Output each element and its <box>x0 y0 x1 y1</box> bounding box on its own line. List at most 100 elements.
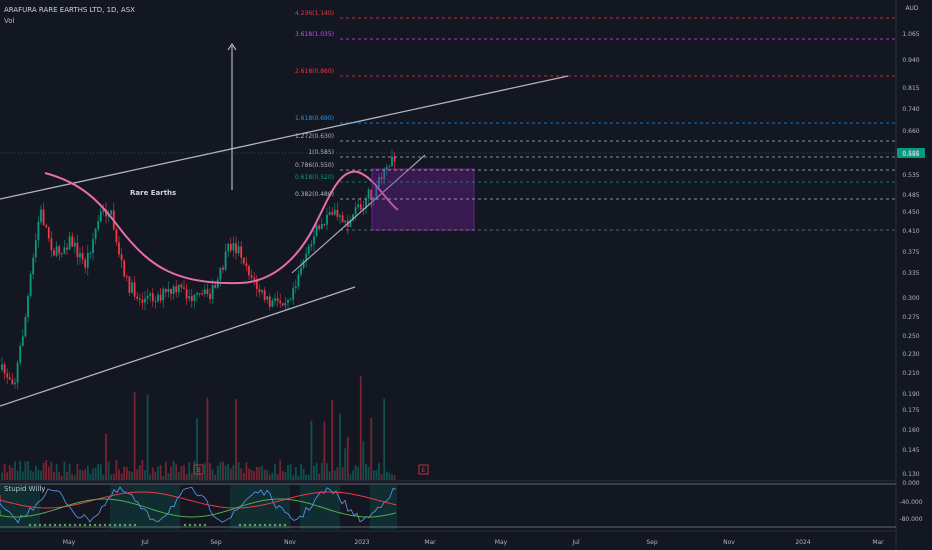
candle-body <box>240 246 243 258</box>
volume-bar <box>151 467 154 480</box>
volume-bar <box>34 465 37 480</box>
indicator-pane <box>0 483 896 529</box>
volume-bar <box>294 466 297 480</box>
candle-body <box>245 263 248 267</box>
volume-bar <box>133 392 136 480</box>
volume-bar <box>183 464 185 480</box>
candle-body <box>380 177 383 180</box>
candle-body <box>34 240 37 258</box>
candle-body <box>188 296 191 299</box>
candle-body <box>289 299 292 301</box>
volume-bar <box>276 474 279 480</box>
candle-body <box>370 189 373 200</box>
candle-body <box>149 293 152 296</box>
volume-bar <box>349 474 352 480</box>
candle-body <box>118 242 120 255</box>
candle-body <box>42 209 45 225</box>
volume-bar <box>125 467 128 480</box>
candle-body <box>222 267 224 270</box>
candle-body <box>105 209 107 217</box>
volume-bar <box>3 463 6 480</box>
candle-body <box>89 252 92 254</box>
candle-body <box>79 253 81 258</box>
volume-bar <box>99 464 102 480</box>
volume-bar <box>84 469 87 480</box>
volume-bar <box>118 469 120 480</box>
volume-bar <box>144 470 146 480</box>
price-axis-panel[interactable] <box>896 0 932 550</box>
candle-body <box>29 274 32 297</box>
volume-bar <box>393 475 396 480</box>
candle-body <box>339 215 341 217</box>
currency-label: AUD <box>905 5 918 12</box>
cup-and-handle-curve[interactable] <box>44 170 399 285</box>
candle-body <box>94 228 97 240</box>
candle-body <box>279 301 282 304</box>
volume-bar <box>94 467 97 480</box>
volume-bar <box>237 462 240 480</box>
volume-bar <box>131 472 133 480</box>
volume-bar <box>128 470 131 480</box>
candle-body <box>253 277 256 280</box>
candle-body <box>154 301 157 303</box>
volume-bar <box>37 469 40 480</box>
candle-body <box>203 289 206 294</box>
time-axis-ticks: May Jul Sep Nov 2023 Mar May Jul Sep Nov 2024 Mar <box>63 539 884 546</box>
volume-bar <box>344 448 347 480</box>
candle-body <box>367 189 370 199</box>
candle-body <box>151 293 154 302</box>
volume-bar <box>354 465 357 480</box>
volume-bar <box>253 471 256 480</box>
volume-bar <box>326 463 328 480</box>
candle-body <box>248 266 250 276</box>
candle-body <box>40 209 42 222</box>
time-tick-label: May <box>63 539 76 546</box>
indicator-signal-dot <box>283 523 287 527</box>
candle-body <box>393 156 396 162</box>
candle-body <box>388 166 391 168</box>
indicator-signal-dot <box>38 523 42 527</box>
wedge-support-line[interactable] <box>291 154 426 274</box>
volume-bar <box>224 465 227 480</box>
candle-body <box>136 296 139 299</box>
candle-body <box>242 257 245 264</box>
candle-body <box>157 294 159 302</box>
volume-bar <box>352 470 354 480</box>
fib-extension-levels[interactable]: 4.236(1.140) 3.618(1.035) 2.618(0.860) 1.61… <box>295 10 896 231</box>
price-tick-label: 0.175 <box>902 407 919 414</box>
candle-body <box>138 298 141 300</box>
volume-bar <box>138 465 141 480</box>
candle-body <box>271 300 274 307</box>
volume-bar <box>89 473 92 480</box>
price-tick-label: 0.250 <box>902 333 919 340</box>
indicator-signal-dot <box>278 523 282 527</box>
candle-body <box>76 242 79 258</box>
volume-bar <box>336 467 339 480</box>
candle-body <box>115 229 118 243</box>
target-zone-box[interactable] <box>371 168 475 231</box>
channel-lower-line[interactable] <box>0 286 356 407</box>
volume-bar <box>55 464 58 480</box>
time-tick-label: Mar <box>424 539 436 546</box>
channel-upper-line[interactable] <box>0 75 569 200</box>
candle-body <box>27 296 29 318</box>
candle-body <box>300 267 302 275</box>
time-tick-label: 2023 <box>354 539 369 546</box>
volume-bar <box>370 417 373 480</box>
volume-bar <box>307 474 310 480</box>
volume-bar <box>63 461 66 480</box>
price-tick-label: 1.065 <box>902 31 919 38</box>
volume-bar <box>136 469 139 480</box>
candle-body <box>24 317 27 337</box>
volume-bar <box>68 463 71 480</box>
candle-body <box>297 274 300 287</box>
candle-body <box>185 289 188 299</box>
earnings-marker[interactable] <box>193 464 204 475</box>
earnings-marker[interactable] <box>418 464 429 475</box>
volume-bar <box>24 461 27 480</box>
candle-body <box>206 289 209 294</box>
volume-bar <box>214 474 217 480</box>
volume-bar <box>170 466 172 480</box>
volume-bar <box>310 420 313 480</box>
